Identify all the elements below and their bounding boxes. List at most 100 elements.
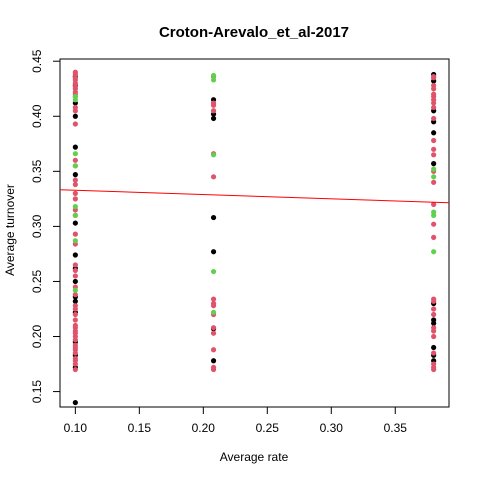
data-point-black <box>72 399 78 406</box>
plot-layer: 0.10 0.15 0.20 0.25 0.30 0.35 0.15 0.20 0.25 0.30… <box>30 49 450 435</box>
data-point-green <box>431 174 437 180</box>
data-point-black <box>431 317 437 323</box>
data-point-red <box>431 74 437 80</box>
data-point-green <box>72 203 78 210</box>
data-point-green <box>210 268 217 275</box>
x-tick-label: 0.20 <box>192 421 216 435</box>
data-point-red <box>72 322 78 329</box>
data-point-red <box>72 303 78 309</box>
plot-frame <box>59 58 450 408</box>
y-tick-label: 0.40 <box>30 104 44 128</box>
data-point-red <box>431 234 437 241</box>
data-point-red <box>72 157 78 163</box>
data-point-black <box>431 344 437 351</box>
y-axis-label: Average turnover <box>3 184 17 276</box>
data-point-red <box>72 190 78 196</box>
data-point-red <box>210 100 217 106</box>
data-point-black <box>210 249 217 255</box>
data-point-black <box>72 144 78 150</box>
data-point-red <box>72 267 78 274</box>
y-tick-label: 0.30 <box>30 214 44 238</box>
data-point-black <box>210 358 217 364</box>
y-tick-label: 0.25 <box>30 269 44 293</box>
data-point-black <box>72 252 78 258</box>
data-point-black <box>72 278 78 285</box>
data-point-green <box>72 238 78 244</box>
data-point-red <box>72 273 78 279</box>
data-point-red <box>72 311 78 318</box>
chart-title: Croton-Arevalo_et_al-2017 <box>159 24 349 41</box>
data-point-red <box>210 347 217 353</box>
data-point-green <box>72 287 78 293</box>
data-point-red <box>72 181 78 188</box>
data-point-green <box>72 163 78 169</box>
x-axis-label: Average rate <box>220 450 289 464</box>
data-point-red <box>72 292 78 298</box>
x-tick-label: 0.25 <box>256 421 280 435</box>
data-point-red <box>431 104 437 111</box>
data-point-green <box>431 166 437 172</box>
data-point-black <box>72 298 78 304</box>
data-point-red <box>431 296 437 302</box>
data-point-red <box>72 104 78 111</box>
data-point-red <box>72 317 78 323</box>
x-tick-label: 0.15 <box>128 421 152 435</box>
data-point-green <box>431 209 437 215</box>
data-point-black <box>72 172 78 178</box>
data-point-black <box>72 220 78 226</box>
data-point-red <box>72 69 78 75</box>
data-point-red <box>431 306 437 312</box>
data-point-red <box>72 196 78 202</box>
data-point-red <box>431 137 437 144</box>
data-point-red <box>72 121 78 127</box>
data-point-red <box>210 296 217 302</box>
data-point-green <box>72 212 78 218</box>
data-point-black <box>210 115 217 122</box>
data-point-green <box>72 93 78 100</box>
data-point-red <box>210 364 217 370</box>
data-point-red <box>431 361 437 367</box>
data-point-red <box>72 342 78 348</box>
data-point-red <box>431 152 437 158</box>
y-tick-label: 0.15 <box>30 380 44 404</box>
data-point-red <box>72 231 78 237</box>
data-point-green <box>210 77 217 83</box>
data-point-red <box>431 311 437 318</box>
data-point-red <box>72 177 78 183</box>
data-point-red <box>72 366 78 373</box>
regression-line <box>59 189 450 204</box>
data-point-green <box>210 309 217 315</box>
data-point-red <box>431 146 437 152</box>
y-tick-label: 0.35 <box>30 159 44 183</box>
data-point-green <box>72 151 78 157</box>
x-tick-label: 0.10 <box>64 421 88 435</box>
data-point-black <box>431 130 437 136</box>
data-point-red <box>431 333 437 340</box>
data-point-red <box>210 325 217 331</box>
data-point-red <box>431 82 437 89</box>
data-point-green <box>210 72 217 79</box>
y-tick-label: 0.45 <box>30 49 44 73</box>
data-point-green <box>431 249 437 255</box>
data-point-red <box>431 115 437 122</box>
data-point-red <box>431 201 437 207</box>
data-point-red <box>210 300 217 307</box>
data-point-red <box>72 355 78 362</box>
data-point-black <box>210 214 217 221</box>
x-tick-label: 0.35 <box>384 421 408 435</box>
x-tick-label: 0.30 <box>320 421 344 435</box>
data-point-black <box>431 161 437 167</box>
data-point-red <box>72 262 78 268</box>
y-tick-label: 0.20 <box>30 325 44 349</box>
data-point-red <box>431 350 437 356</box>
data-point-red <box>431 91 437 97</box>
data-point-red <box>431 325 437 331</box>
data-point-red <box>431 221 437 227</box>
data-point-red <box>210 330 217 336</box>
data-point-green <box>210 152 217 158</box>
data-point-red <box>431 179 437 185</box>
data-point-red <box>210 108 217 114</box>
data-point-black <box>72 113 78 119</box>
